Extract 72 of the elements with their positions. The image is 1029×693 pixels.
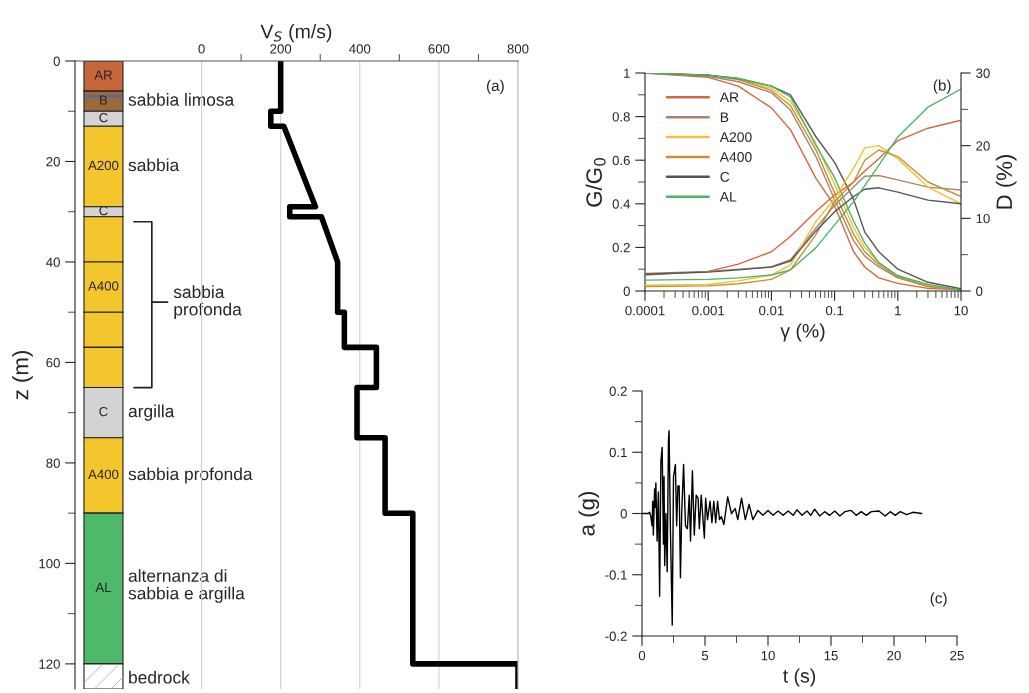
y-tick-label: 0.6 [612,155,630,166]
x-tick-label: 25 [950,650,964,661]
legend-label: A200 [719,132,752,143]
y-tick-label: 0 [53,56,60,66]
y2-tick-label: 30 [976,68,990,78]
y-tick-label: 80 [46,458,60,468]
y-tick-label: 1 [624,68,630,78]
y-tick-label: 60 [46,358,60,368]
data-label: AR [94,70,113,80]
y-tick-label: 0.2 [609,386,627,396]
x-axis-title: V$_{S}$ (m/s) [260,24,332,43]
y-tick-label: 20 [46,157,60,167]
y-tick-label: 0.8 [612,112,630,122]
data-label: AL [95,582,112,592]
y2-tick-label: 0 [976,286,983,296]
x-tick-label: 0 [198,44,205,54]
y2-tick-label: 10 [976,213,990,224]
y-tick-label: -0.1 [605,570,627,580]
annotation: argilla [128,404,175,421]
data-label: C [99,205,108,216]
x-tick-label: 10 [954,305,968,316]
legend-label: A400 [719,152,752,162]
legend-label: B [720,112,729,122]
annotation: sabbia profonda [128,467,253,484]
x-axis-title: t (s) [783,668,816,687]
annotation: sabbia profonda [173,285,242,319]
annotation: sabbia [128,158,180,172]
y-tick-label: 100 [39,558,60,569]
annotation: (c) [930,592,947,607]
x-tick-label: 0.001 [692,305,725,316]
y-tick-label: -0.2 [605,631,627,641]
annotation: alternanza di sabbia e argilla [128,569,245,603]
x-tick-label: 10 [761,650,775,661]
x-tick-label: 15 [824,651,838,661]
data-label: A200 [88,160,119,171]
x-tick-label: 20 [887,650,901,661]
x-axis-title: γ (%) [780,323,825,342]
data-label: A400 [88,281,119,291]
data-label: A400 [88,469,119,480]
x-tick-label: 1 [895,306,901,316]
data-label: C [99,112,108,123]
annotation: sabbia limosa [128,93,235,106]
y2-axis-title: D (%) [995,154,1017,209]
y2-tick-label: 20 [976,141,990,151]
x-tick-label: 200 [270,44,292,54]
data-label: B [100,95,108,105]
x-tick-label: 600 [428,44,450,54]
legend-label: AR [719,92,739,103]
x-tick-label: 800 [507,44,529,54]
x-tick-label: 0.0001 [625,305,665,316]
x-tick-label: 0.01 [759,305,784,316]
legend-label: AL [719,192,737,202]
legend-label: C [720,171,730,182]
annotation: bedrock [129,670,190,684]
y-axis-title: G/G$_{0}$ [585,157,606,207]
x-tick-label: 5 [701,651,709,661]
annotation: (a) [486,79,504,95]
y-axis-title: a (g) [578,492,600,536]
y-tick-label: 0 [623,286,630,296]
y-tick-label: 0.2 [612,242,630,253]
y-tick-label: 120 [39,659,60,669]
y-tick-label: 0 [620,509,627,519]
line-series [642,430,923,626]
x-tick-label: 0.1 [825,305,844,316]
y-axis-title: z (m) [12,351,33,400]
y-tick-label: 0.1 [609,447,627,458]
y-tick-label: 0.4 [612,199,631,209]
data-label: C [99,406,108,417]
x-tick-label: 400 [349,44,371,54]
y-tick-label: 40 [46,257,60,267]
annotation: (b) [933,79,951,94]
x-tick-label: 0 [638,650,646,661]
